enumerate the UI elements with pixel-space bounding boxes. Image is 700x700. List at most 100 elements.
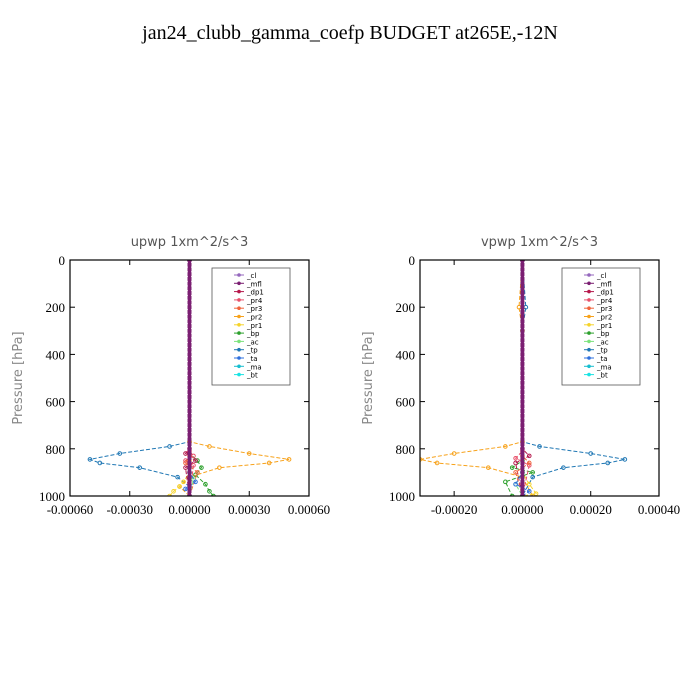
y-axis-label: Pressure [hPa] (11, 331, 26, 424)
series-point-pr2 (286, 457, 292, 462)
series-point-mfl-dense (187, 295, 192, 300)
x-tick-label: 0.00040 (638, 502, 680, 517)
legend-marker (237, 339, 241, 344)
series-point-mfl-dense (520, 484, 525, 489)
figure-title: jan24_clubb_gamma_coefp BUDGET at265E,-1… (142, 22, 558, 44)
series-point-mfl-dense (520, 489, 525, 494)
series-point-tp (137, 465, 143, 470)
legend: _cl_mfl_dp1_pr4_pr3_pr2_pr1_bp_ac_tp_ta_… (561, 267, 641, 386)
series-point-mfl-dense (187, 423, 192, 428)
legend-label: _tp (596, 347, 608, 355)
series-point-bp (199, 465, 204, 470)
series-line-bp (189, 260, 214, 496)
y-tick-label: 1000 (389, 489, 415, 504)
legend-label: _mfl (596, 280, 612, 288)
series-point-ta (183, 486, 188, 492)
series-point-mfl-dense (187, 342, 192, 347)
series-point-bp (211, 493, 216, 496)
series-line-dp1 (515, 260, 531, 496)
series-point-pr4 (513, 455, 518, 461)
series-point-bp (503, 479, 508, 485)
series-point-pr1 (167, 493, 172, 496)
series-point-mfl-dense (520, 465, 525, 470)
x-tick-label: -0.00060 (47, 502, 94, 517)
series-point-mfl-dense (187, 305, 192, 310)
legend-label: _pr2 (596, 314, 612, 322)
legend-label: _tp (246, 347, 258, 355)
series-point-tp (117, 451, 123, 456)
series-point-pr2 (246, 451, 252, 456)
series-point-mfl-dense (187, 366, 192, 371)
legend-marker (587, 323, 591, 327)
series-point-mfl-dense (520, 300, 525, 305)
series-point-mfl-dense (187, 291, 192, 296)
series-point-mfl-dense (187, 446, 192, 451)
series-point-mfl-dense (520, 328, 525, 333)
y-tick-label: 0 (59, 253, 66, 268)
series-point-tp (87, 457, 93, 462)
series-point-mfl-dense (187, 260, 192, 262)
series-point-mfl-dense (520, 366, 525, 371)
plot-frame (69, 259, 310, 497)
legend-label: _bp (596, 330, 610, 338)
series-point-mfl-dense (187, 272, 192, 277)
series-point-pr1 (177, 484, 182, 489)
series-point-mfl-dense (520, 272, 525, 277)
legend-marker (237, 314, 241, 319)
series-point-pr3 (513, 470, 518, 475)
legend-label: _mfl (246, 280, 262, 288)
series-line-pr2 (420, 260, 534, 496)
series-point-dp1 (513, 460, 518, 466)
series-point-bp (207, 488, 212, 494)
series-point-mfl-dense (520, 394, 525, 399)
series-point-mfl-dense (520, 479, 525, 484)
series-point-ta (513, 481, 518, 487)
series-point-mfl-dense (187, 413, 192, 418)
series-point-mfl-dense (187, 380, 192, 385)
y-tick-label: 200 (396, 300, 416, 315)
legend-marker (237, 372, 241, 377)
series-point-mfl-dense (187, 328, 192, 333)
y-tick-label: 400 (396, 347, 416, 362)
series-point-mfl-dense (520, 494, 525, 496)
legend-label: _ma (246, 363, 262, 371)
series-point-mfl-dense (187, 371, 192, 376)
series-point-mfl-dense (187, 404, 192, 409)
x-tick-label: 0.00030 (228, 502, 270, 517)
series-point-mfl-dense (520, 390, 525, 395)
legend-marker (587, 339, 591, 344)
series-line-tp (88, 260, 190, 496)
y-tick-label: 800 (46, 442, 66, 457)
series-point-mfl-dense (520, 361, 525, 366)
series-point-mfl-dense (520, 291, 525, 296)
series-point-mfl-dense (187, 385, 192, 390)
legend-label: _pr3 (596, 305, 612, 313)
series-point-mfl-dense (187, 432, 192, 437)
series-point-dp1 (193, 458, 198, 463)
series-point-mfl-dense (187, 309, 192, 314)
series-point-mfl-dense (520, 352, 525, 357)
chart-panel-1: upwp 1xm^2/s^3 Pressure [hPa] -0.00060 -0.0… (11, 235, 330, 517)
series-point-mfl-dense (187, 460, 192, 465)
series-point-mfl-dense (187, 442, 192, 447)
series-point-mfl-dense (520, 437, 525, 442)
series-point-mfl-dense (187, 494, 192, 496)
legend-marker (587, 372, 591, 377)
series-line-pr2 (178, 260, 290, 496)
legend-marker (237, 356, 241, 360)
series-point-mfl-dense (187, 475, 192, 480)
series-point-pr2 (434, 460, 440, 466)
series-point-tp (97, 460, 103, 466)
series-point-mfl-dense (187, 456, 192, 461)
legend-marker (587, 298, 591, 302)
series-point-mfl-dense (520, 409, 525, 414)
series-point-mfl-dense (520, 460, 525, 465)
series-point-mfl-dense (187, 319, 192, 324)
legend-label: _ma (596, 363, 612, 371)
series-point-mfl-dense (187, 399, 192, 404)
series-point-mfl-dense (520, 456, 525, 461)
legend-label: _ac (246, 338, 259, 346)
series-point-mfl-dense (520, 295, 525, 300)
series-point-mfl-dense (187, 484, 192, 489)
legend-marker (587, 364, 591, 369)
